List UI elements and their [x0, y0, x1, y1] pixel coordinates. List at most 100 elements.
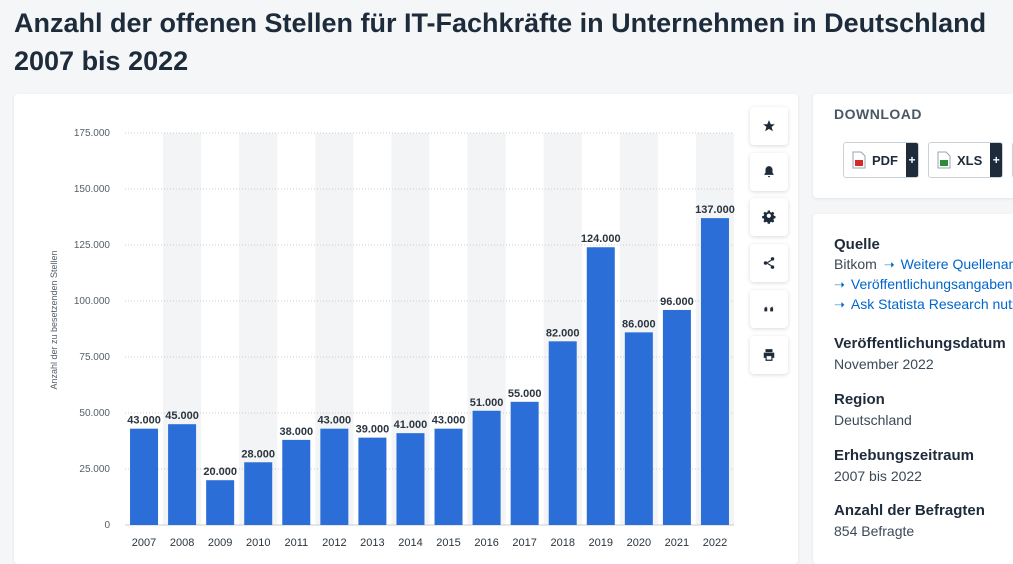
publication-info-line: ➝ Veröffentlichungsangaben — [834, 276, 1013, 293]
x-tick-label: 2019 — [589, 537, 613, 549]
data-label: 41.000 — [394, 419, 428, 431]
source-name: Bitkom — [834, 256, 877, 272]
publication-info-link[interactable]: Veröffentlichungsangaben — [850, 276, 1013, 292]
bar-2014[interactable] — [396, 433, 425, 525]
data-label: 124.000 — [581, 233, 621, 245]
publication-date-heading: Veröffentlichungsdatum — [834, 335, 1006, 352]
download-card: DOWNLOAD PDF + XLS + — [813, 94, 1013, 198]
bar-chart: 0 25.000 50.000 75.000 100.000 125.000 150.000… — [49, 128, 735, 549]
data-label: 39.000 — [356, 424, 390, 436]
ask-research-link[interactable]: Ask Statista Research nutzen — [850, 296, 1013, 312]
share-button[interactable] — [750, 244, 788, 282]
x-tick-label: 2016 — [474, 537, 498, 549]
y-tick-label: 150.000 — [74, 184, 111, 195]
printer-icon — [763, 349, 775, 361]
data-label: 43.000 — [432, 415, 466, 427]
y-tick-label: 0 — [104, 520, 110, 531]
bar-2020[interactable] — [624, 332, 653, 525]
y-tick-label: 75.000 — [79, 352, 110, 363]
bar-2009[interactable] — [206, 480, 235, 525]
region-value: Deutschland — [834, 412, 912, 428]
xls-plus-icon: + — [990, 143, 1003, 177]
x-tick-label: 2021 — [665, 537, 689, 549]
bell-icon — [764, 166, 774, 178]
gear-icon — [762, 210, 776, 224]
ask-research-line: ➝ Ask Statista Research nutzen — [834, 296, 1013, 313]
survey-period-section: Erhebungszeitraum 2007 bis 2022 — [834, 447, 974, 484]
x-tick-label: 2017 — [512, 537, 536, 549]
bar-2017[interactable] — [510, 401, 539, 525]
settings-button[interactable] — [750, 198, 788, 236]
arrow-right-icon: ➝ — [883, 257, 895, 272]
x-tick-label: 2007 — [132, 537, 156, 549]
quote-icon — [763, 306, 774, 312]
data-label: 51.000 — [470, 397, 504, 409]
bar-2010[interactable] — [244, 462, 273, 525]
bar-2013[interactable] — [358, 437, 387, 525]
data-label: 43.000 — [127, 415, 161, 427]
bar-2018[interactable] — [548, 341, 577, 525]
background-band — [239, 133, 278, 525]
y-axis-label: Anzahl der zu besetzenden Stellen — [49, 250, 59, 389]
bar-2021[interactable] — [662, 309, 691, 525]
data-label: 28.000 — [241, 448, 275, 460]
notification-button[interactable] — [750, 153, 788, 191]
data-label: 137.000 — [695, 204, 735, 216]
x-tick-label: 2018 — [550, 537, 574, 549]
survey-period-heading: Erhebungszeitraum — [834, 447, 975, 464]
xls-download-button[interactable]: XLS + — [928, 142, 1004, 178]
bar-2007[interactable] — [130, 428, 159, 525]
favorite-button[interactable] — [750, 107, 788, 145]
respondents-heading: Anzahl der Befragten — [834, 502, 985, 519]
bar-2019[interactable] — [586, 247, 615, 526]
pdf-label: PDF — [872, 152, 898, 168]
bar-2008[interactable] — [168, 424, 197, 525]
y-tick-label: 50.000 — [79, 408, 110, 419]
data-label: 55.000 — [508, 388, 542, 400]
chart-card: 0 25.000 50.000 75.000 100.000 125.000 150.000… — [14, 94, 798, 564]
arrow-right-icon: ➝ — [834, 277, 845, 292]
bar-2016[interactable] — [472, 410, 501, 525]
download-title: DOWNLOAD — [834, 106, 922, 122]
publication-date-value: November 2022 — [834, 356, 934, 372]
source-heading: Quelle — [834, 236, 880, 253]
x-tick-label: 2014 — [398, 537, 422, 549]
data-label: 38.000 — [279, 426, 313, 438]
region-heading: Region — [834, 391, 885, 408]
print-button[interactable] — [750, 336, 788, 374]
arrow-right-icon: ➝ — [834, 297, 845, 312]
bar-2015[interactable] — [434, 428, 463, 525]
pdf-plus-icon: + — [906, 143, 918, 177]
bar-2011[interactable] — [282, 439, 311, 525]
xls-label: XLS — [957, 152, 983, 168]
y-tick-label: 175.000 — [74, 128, 111, 139]
x-tick-label: 2012 — [322, 537, 346, 549]
share-icon — [763, 257, 775, 269]
data-label: 96.000 — [660, 296, 694, 308]
pdf-download-button[interactable]: PDF + — [843, 142, 919, 178]
y-tick-label: 100.000 — [74, 296, 111, 307]
x-tick-label: 2013 — [360, 537, 384, 549]
x-tick-label: 2022 — [703, 537, 727, 549]
bar-2022[interactable] — [700, 218, 729, 525]
info-card: Quelle Bitkom ➝ Weitere Quellenangaben ➝ V… — [813, 214, 1013, 564]
page-title: Anzahl der offenen Stellen für IT-Fachkr… — [14, 8, 987, 76]
y-tick-label: 125.000 — [74, 240, 111, 251]
more-sources-link[interactable]: Weitere Quellenangaben — [900, 256, 1013, 272]
cite-button[interactable] — [750, 290, 788, 328]
x-tick-label: 2008 — [170, 537, 194, 549]
xls-file-icon — [937, 151, 951, 169]
respondents-value: 854 Befragte — [834, 523, 915, 539]
survey-period-value: 2007 bis 2022 — [834, 468, 922, 484]
publication-date-section: Veröffentlichungsdatum November 2022 — [834, 335, 1006, 372]
region-section: Region Deutschland — [834, 391, 912, 428]
star-icon — [763, 120, 775, 132]
x-tick-label: 2020 — [627, 537, 651, 549]
source-section: Quelle Bitkom ➝ Weitere Quellenangaben ➝ V… — [834, 236, 1013, 313]
respondents-section: Anzahl der Befragten 854 Befragte — [834, 502, 985, 539]
bar-2012[interactable] — [320, 428, 349, 525]
pdf-file-icon — [852, 151, 866, 169]
data-label: 20.000 — [203, 466, 237, 478]
source-line: Bitkom ➝ Weitere Quellenangaben — [834, 256, 1013, 273]
data-label: 45.000 — [165, 410, 199, 422]
